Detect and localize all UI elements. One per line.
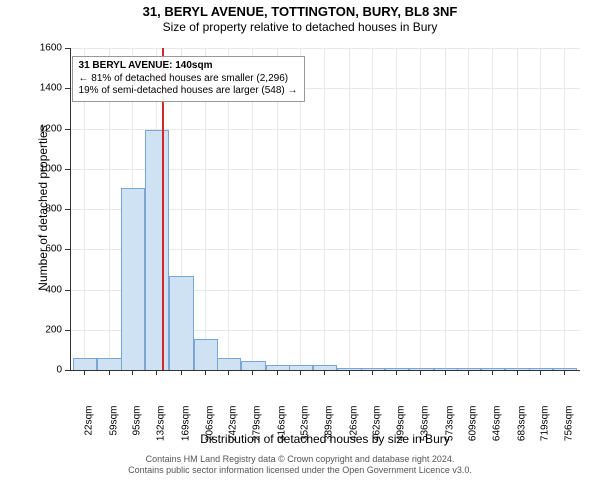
- x-tick-label: 132sqm: [156, 406, 167, 456]
- histogram-bar: [169, 276, 193, 370]
- histogram-bar: [194, 339, 218, 370]
- x-tick-label: 719sqm: [540, 406, 551, 456]
- footnote: Contains HM Land Registry data © Crown c…: [0, 454, 600, 477]
- grid-line: [396, 48, 397, 370]
- x-tick-label: 389sqm: [324, 406, 335, 456]
- plot-area: 31 BERYL AVENUE: 140sqm← 81% of detached…: [70, 48, 580, 370]
- x-tick-label: 206sqm: [204, 406, 215, 456]
- grid-line: [564, 48, 565, 370]
- y-tick-label: 600: [22, 244, 62, 255]
- histogram-bar: [217, 358, 241, 370]
- chart-subtitle: Size of property relative to detached ho…: [0, 20, 600, 34]
- grid-line: [420, 48, 421, 370]
- grid-line: [372, 48, 373, 370]
- histogram-bar: [73, 358, 97, 370]
- y-tick-label: 1200: [22, 123, 62, 134]
- x-tick-label: 683sqm: [516, 406, 527, 456]
- grid-line: [517, 48, 518, 370]
- histogram-bar: [97, 358, 121, 370]
- x-tick-label: 646sqm: [492, 406, 503, 456]
- histogram-bar: [121, 188, 145, 370]
- x-tick-label: 462sqm: [372, 406, 383, 456]
- x-tick-label: 609sqm: [468, 406, 479, 456]
- annotation-main: 31 BERYL AVENUE: 140sqm: [79, 60, 298, 73]
- footnote-line-2: Contains public sector information licen…: [0, 465, 600, 476]
- grid-line: [492, 48, 493, 370]
- x-tick-label: 499sqm: [396, 406, 407, 456]
- x-tick-label: 573sqm: [444, 406, 455, 456]
- x-tick-label: 352sqm: [300, 406, 311, 456]
- y-tick-label: 800: [22, 204, 62, 215]
- x-tick-label: 59sqm: [108, 406, 119, 456]
- x-tick-label: 22sqm: [84, 406, 95, 456]
- annotation-line-3: 19% of semi-detached houses are larger (…: [79, 85, 298, 98]
- x-tick-label: 426sqm: [348, 406, 359, 456]
- footnote-line-1: Contains HM Land Registry data © Crown c…: [0, 454, 600, 465]
- chart-container: 31, BERYL AVENUE, TOTTINGTON, BURY, BL8 …: [0, 0, 600, 500]
- x-axis: [70, 370, 580, 371]
- grid-line: [445, 48, 446, 370]
- y-tick-label: 1400: [22, 83, 62, 94]
- x-tick-label: 279sqm: [252, 406, 263, 456]
- x-tick-label: 242sqm: [228, 406, 239, 456]
- y-tick-label: 0: [22, 365, 62, 376]
- y-tick-label: 1000: [22, 163, 62, 174]
- grid-line: [468, 48, 469, 370]
- grid-line: [324, 48, 325, 370]
- x-tick-label: 536sqm: [420, 406, 431, 456]
- x-tick-label: 169sqm: [180, 406, 191, 456]
- y-tick-label: 200: [22, 324, 62, 335]
- histogram-bar: [145, 130, 169, 370]
- x-tick-label: 756sqm: [564, 406, 575, 456]
- annotation-line-2: ← 81% of detached houses are smaller (2,…: [79, 73, 298, 86]
- grid-line: [349, 48, 350, 370]
- x-tick-label: 95sqm: [132, 406, 143, 456]
- histogram-bar: [241, 361, 265, 370]
- y-tick-label: 1600: [22, 43, 62, 54]
- grid-line: [540, 48, 541, 370]
- x-tick-label: 316sqm: [276, 406, 287, 456]
- annotation-box: 31 BERYL AVENUE: 140sqm← 81% of detached…: [72, 56, 305, 102]
- y-tick-label: 400: [22, 284, 62, 295]
- chart-title: 31, BERYL AVENUE, TOTTINGTON, BURY, BL8 …: [0, 0, 600, 20]
